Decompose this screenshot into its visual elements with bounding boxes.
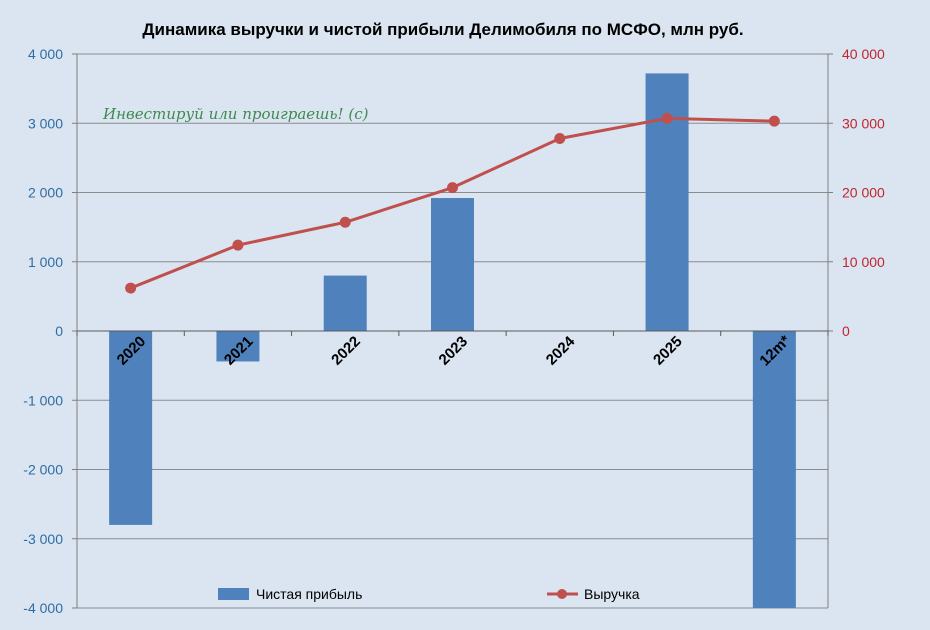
legend-label-line: Выручка (584, 586, 640, 602)
legend-swatch-bar (218, 588, 249, 600)
revenue-point (768, 115, 780, 127)
revenue-point (554, 132, 566, 144)
bar (752, 331, 796, 608)
legend-swatch-marker (557, 589, 567, 599)
y-left-tick-label: -2 000 (23, 462, 63, 478)
y-right-tick-label: 20 000 (842, 185, 885, 201)
legend: Чистая прибыль Выручка (218, 586, 640, 602)
legend-label-bar: Чистая прибыль (256, 586, 362, 602)
x-category-label: 2022 (328, 333, 364, 369)
chart-title: Динамика выручки и чистой прибыли Делимо… (142, 20, 743, 39)
bar-series (109, 73, 796, 608)
y-left-tick-label: 2 000 (28, 185, 63, 201)
y-left-tick-label: 3 000 (28, 115, 63, 131)
y-left-tick-label: 0 (55, 323, 63, 339)
bar (431, 198, 474, 331)
revenue-point (232, 239, 244, 251)
axes (72, 53, 833, 609)
y-right-tick-label: 0 (842, 323, 850, 339)
bar (323, 275, 367, 331)
bar (216, 331, 260, 362)
y-right-tick-label: 40 000 (842, 46, 885, 62)
watermark-annotation: Инвестируй или проиграешь! (с) (102, 105, 369, 123)
y-right-tick-label: 10 000 (842, 254, 885, 270)
revenue-point (447, 182, 458, 194)
y-left-tick-label: -1 000 (23, 392, 63, 408)
y-left-tick-label: -3 000 (23, 531, 63, 547)
bar (109, 331, 153, 525)
line-series (125, 112, 780, 294)
revenue-point (125, 282, 137, 294)
x-category-label: 2025 (650, 333, 686, 369)
y-left-tick-label: 1 000 (28, 254, 63, 270)
revenue-point (661, 112, 673, 124)
y-left-tick-label: 4 000 (28, 46, 63, 62)
bar (645, 73, 689, 331)
x-category-label: 2023 (436, 333, 472, 369)
x-category-label: 2024 (543, 333, 579, 369)
y-left-tick-label: -4 000 (23, 600, 63, 616)
y-right-tick-label: 30 000 (842, 115, 885, 131)
revenue-point (339, 216, 351, 228)
